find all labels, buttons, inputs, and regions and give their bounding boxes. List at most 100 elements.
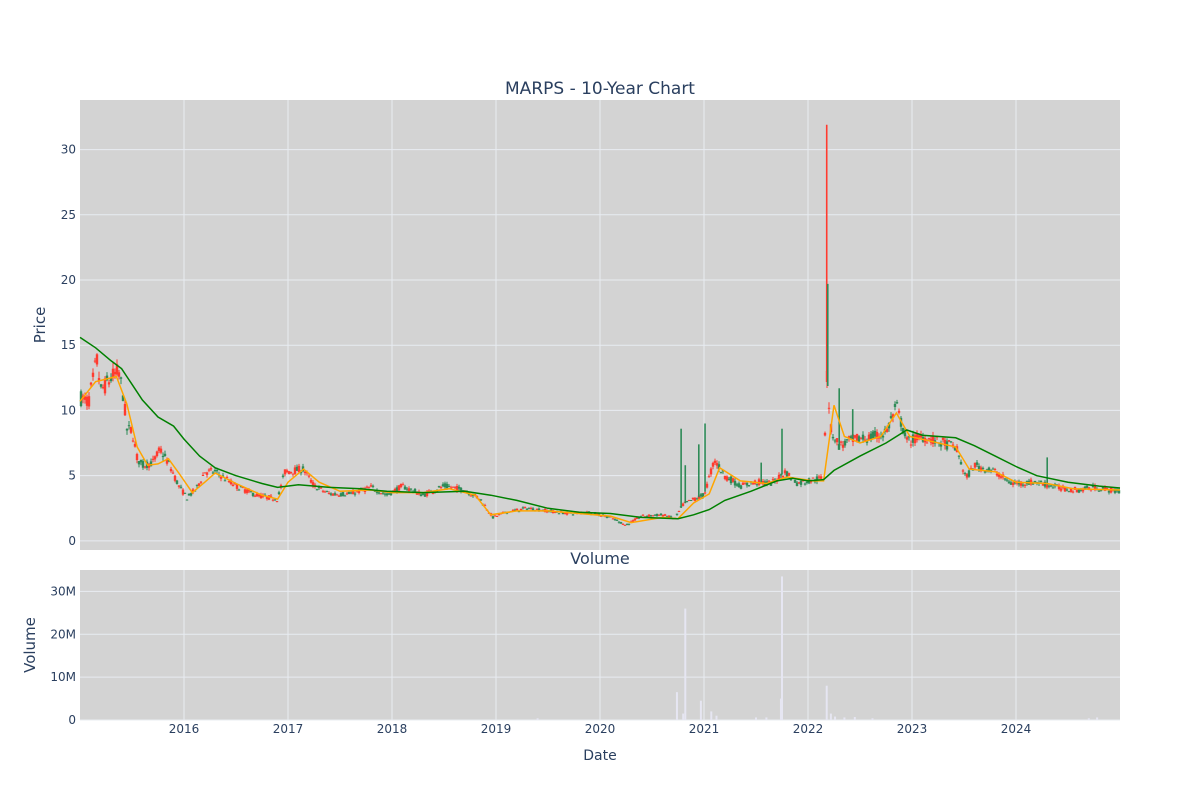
candle-body bbox=[277, 492, 281, 495]
candle-body bbox=[183, 492, 187, 494]
candle-body bbox=[653, 514, 657, 516]
candle-body bbox=[711, 462, 715, 467]
candle-body bbox=[863, 439, 867, 441]
candle-body bbox=[1049, 485, 1053, 487]
candle-body bbox=[1021, 484, 1025, 486]
candle-body bbox=[625, 524, 629, 526]
volume-y-tick-label: 0 bbox=[68, 713, 76, 727]
x-tick-label: 2017 bbox=[273, 722, 304, 736]
candle-body bbox=[245, 489, 249, 493]
candle-body bbox=[715, 463, 719, 466]
candle-body bbox=[957, 455, 961, 457]
candle-body bbox=[409, 488, 413, 490]
candle-body bbox=[745, 482, 749, 486]
candle-body bbox=[1003, 478, 1007, 480]
candle-body bbox=[395, 487, 399, 493]
candle-body bbox=[455, 486, 459, 492]
candle-body bbox=[771, 479, 775, 481]
candle-body bbox=[117, 372, 121, 377]
candle-body bbox=[991, 468, 995, 470]
candle-body bbox=[1085, 485, 1089, 488]
candle-body bbox=[607, 516, 611, 518]
volume-bar bbox=[871, 718, 874, 720]
candle-body bbox=[163, 453, 167, 457]
candle-body bbox=[1033, 480, 1037, 483]
candle-body bbox=[729, 476, 733, 484]
candle-body bbox=[349, 492, 353, 494]
x-axis-label: Date bbox=[583, 748, 616, 764]
candle-body bbox=[627, 523, 631, 525]
candle-body bbox=[701, 493, 705, 498]
candle-body bbox=[611, 518, 615, 520]
candle-body bbox=[849, 436, 853, 439]
candle-body bbox=[1113, 489, 1117, 493]
candle-body bbox=[995, 473, 999, 476]
price-y-tick-label: 5 bbox=[68, 469, 76, 483]
candle-body bbox=[91, 372, 95, 377]
candle-body bbox=[743, 483, 747, 485]
volume-bar bbox=[1087, 718, 1090, 720]
candle-body bbox=[961, 470, 965, 472]
candle-body bbox=[993, 469, 997, 471]
candle-body bbox=[689, 500, 693, 502]
candle-body bbox=[1069, 487, 1073, 492]
candle-body bbox=[331, 493, 335, 496]
candle-body bbox=[657, 514, 661, 516]
candle-body bbox=[751, 483, 755, 485]
candle-body bbox=[155, 451, 159, 457]
candle-body bbox=[809, 481, 813, 483]
candle-body bbox=[1063, 487, 1067, 492]
volume-bar bbox=[684, 608, 687, 720]
candle-body bbox=[401, 484, 405, 486]
volume-panel-title: Volume bbox=[570, 549, 630, 568]
candle-body bbox=[405, 488, 409, 490]
candle-body bbox=[733, 480, 737, 486]
x-tick-label: 2018 bbox=[377, 722, 408, 736]
candle-body bbox=[1031, 482, 1035, 485]
candle-body bbox=[303, 471, 307, 473]
candle-body bbox=[137, 461, 141, 465]
candle-body bbox=[819, 476, 823, 479]
candle-body bbox=[213, 470, 217, 472]
candle-body bbox=[705, 483, 709, 488]
candle-body bbox=[187, 493, 191, 496]
candle-body bbox=[169, 468, 173, 472]
candle-body bbox=[623, 524, 627, 526]
candle-body bbox=[857, 436, 861, 442]
candle-body bbox=[871, 431, 875, 439]
candle-body bbox=[329, 493, 333, 495]
candle-body bbox=[413, 488, 417, 492]
candle-body bbox=[799, 480, 803, 485]
candle-body bbox=[1011, 482, 1015, 485]
candle-body bbox=[859, 438, 863, 440]
candle-body bbox=[527, 508, 531, 510]
candle-body bbox=[535, 508, 539, 510]
candle-body bbox=[443, 483, 447, 488]
candle-body bbox=[407, 488, 411, 491]
candle-body bbox=[669, 516, 673, 518]
candle-body bbox=[105, 375, 109, 381]
candle-body bbox=[703, 492, 707, 494]
volume-bar bbox=[779, 698, 782, 720]
candle-body bbox=[987, 467, 991, 472]
candle-body bbox=[381, 492, 385, 494]
candle-body bbox=[563, 513, 567, 515]
candle-body bbox=[521, 507, 525, 509]
candle-body bbox=[783, 470, 787, 474]
volume-bar bbox=[843, 717, 846, 720]
candle-body bbox=[385, 493, 389, 496]
candle-body bbox=[129, 426, 133, 433]
candle-body bbox=[379, 493, 383, 495]
candle-body bbox=[515, 508, 519, 511]
candle-body bbox=[1083, 486, 1087, 490]
x-tick-label: 2021 bbox=[689, 722, 720, 736]
candle-body bbox=[667, 515, 671, 518]
candle-body bbox=[823, 432, 827, 436]
candle-body bbox=[93, 360, 97, 362]
candle-body bbox=[177, 485, 181, 487]
candle-body bbox=[1091, 484, 1095, 488]
candle-body bbox=[437, 486, 441, 488]
candle-body bbox=[735, 484, 739, 486]
candle-body bbox=[867, 434, 871, 440]
